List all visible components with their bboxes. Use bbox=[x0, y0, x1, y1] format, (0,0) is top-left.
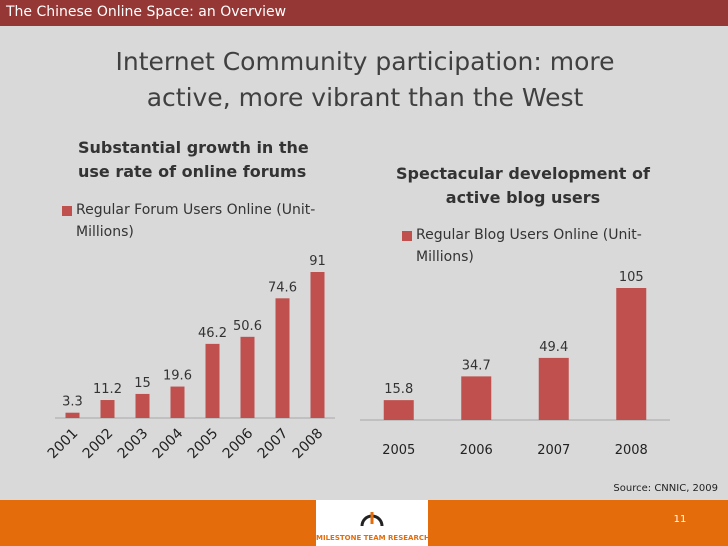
value-label: 46.2 bbox=[198, 326, 227, 341]
bar bbox=[310, 272, 325, 418]
value-label: 3.3 bbox=[62, 395, 83, 410]
value-label: 74.6 bbox=[268, 280, 297, 295]
bar bbox=[538, 357, 569, 420]
source: Source: CNNIC, 2009 bbox=[613, 483, 718, 494]
page-number: 11 bbox=[673, 514, 687, 525]
bar bbox=[275, 298, 290, 418]
x-tick-label: 2001 bbox=[45, 426, 82, 463]
x-tick-label: 2002 bbox=[80, 426, 117, 463]
x-tick-label: 2006 bbox=[460, 443, 493, 458]
bar bbox=[461, 376, 492, 420]
x-tick-label: 2007 bbox=[537, 443, 570, 458]
value-label: 15 bbox=[134, 376, 151, 391]
header-bar bbox=[0, 0, 728, 26]
value-label: 19.6 bbox=[163, 369, 192, 384]
value-label: 105 bbox=[619, 270, 644, 285]
value-label: 50.6 bbox=[233, 319, 262, 334]
value-label: 91 bbox=[309, 254, 326, 269]
value-label: 49.4 bbox=[539, 340, 568, 355]
chart-title: Spectacular development of active blog u… bbox=[396, 164, 650, 207]
legend-label: Regular Forum Users Online (Unit-Million… bbox=[76, 202, 316, 240]
section-title: The Chinese Online Space: an Overview bbox=[6, 4, 287, 20]
chart-title: Substantial growth in the use rate of on… bbox=[78, 138, 309, 181]
x-tick-label: 2008 bbox=[290, 426, 327, 463]
slide-title: Internet Community participation: more a… bbox=[115, 47, 615, 112]
bar bbox=[170, 386, 185, 418]
legend-swatch bbox=[62, 206, 72, 216]
bar bbox=[240, 336, 255, 418]
logo-icon bbox=[360, 512, 384, 527]
x-tick-label: 2006 bbox=[220, 425, 257, 462]
bar bbox=[100, 400, 115, 418]
x-tick-label: 2005 bbox=[185, 426, 222, 463]
bar bbox=[65, 412, 80, 418]
x-tick-label: 2005 bbox=[382, 443, 415, 458]
legend-swatch bbox=[402, 231, 412, 241]
logo-box: MILESTONE TEAM RESEARCH bbox=[316, 500, 430, 546]
value-label: 15.8 bbox=[384, 382, 413, 397]
legend-label: Regular Blog Users Online (Unit-Millions… bbox=[416, 227, 642, 265]
bar bbox=[135, 393, 150, 418]
x-tick-label: 2003 bbox=[115, 426, 152, 463]
logo-text: MILESTONE TEAM RESEARCH bbox=[316, 534, 430, 542]
x-tick-label: 2004 bbox=[150, 425, 187, 462]
bar bbox=[616, 288, 647, 420]
x-tick-label: 2007 bbox=[255, 426, 292, 463]
x-tick-label: 2008 bbox=[615, 443, 648, 458]
bar bbox=[205, 343, 220, 418]
value-label: 11.2 bbox=[93, 382, 122, 397]
bar bbox=[383, 400, 414, 420]
value-label: 34.7 bbox=[462, 358, 491, 373]
